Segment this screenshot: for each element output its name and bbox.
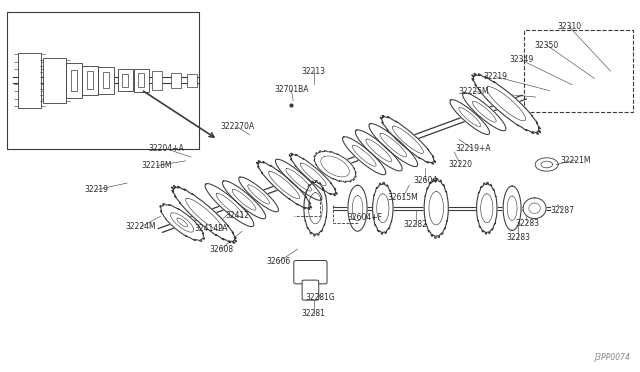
Text: 32281: 32281 <box>301 310 326 318</box>
Bar <box>138 73 145 87</box>
Polygon shape <box>463 93 506 131</box>
Text: 32221M: 32221M <box>560 155 591 164</box>
Text: 32412: 32412 <box>225 211 249 220</box>
Bar <box>7 12 198 149</box>
Polygon shape <box>342 137 386 175</box>
Text: 32606: 32606 <box>266 257 291 266</box>
Polygon shape <box>205 184 254 227</box>
Polygon shape <box>503 186 521 231</box>
Polygon shape <box>257 161 312 209</box>
Polygon shape <box>380 115 435 164</box>
Polygon shape <box>314 151 356 182</box>
Text: 32615M: 32615M <box>388 193 419 202</box>
Bar <box>18 52 41 108</box>
Text: 32349: 32349 <box>509 55 533 64</box>
Text: 32218M: 32218M <box>142 161 172 170</box>
Text: 32283: 32283 <box>516 219 540 228</box>
Text: 32225M: 32225M <box>458 87 488 96</box>
Polygon shape <box>289 153 337 196</box>
Text: 32287: 32287 <box>550 206 575 215</box>
Text: 32219: 32219 <box>84 185 109 194</box>
Bar <box>187 74 197 87</box>
Bar <box>134 68 149 92</box>
Polygon shape <box>424 178 449 238</box>
Text: 32219: 32219 <box>484 72 508 81</box>
Text: 32604: 32604 <box>413 176 438 185</box>
Polygon shape <box>472 73 541 134</box>
Polygon shape <box>369 124 418 167</box>
Bar <box>87 71 93 89</box>
Text: 32281G: 32281G <box>305 293 335 302</box>
Bar <box>152 71 163 90</box>
Text: 32219+A: 32219+A <box>456 144 491 153</box>
Bar <box>524 31 633 112</box>
Text: 32204+A: 32204+A <box>149 144 184 153</box>
Text: 32310: 32310 <box>557 22 581 31</box>
Text: 32283: 32283 <box>506 233 530 243</box>
Bar <box>99 67 114 94</box>
Bar <box>67 62 82 98</box>
Text: 322270A: 322270A <box>220 122 254 131</box>
Bar <box>172 73 181 88</box>
FancyBboxPatch shape <box>302 280 319 300</box>
Bar <box>71 70 77 91</box>
Bar <box>83 65 98 95</box>
Polygon shape <box>477 182 497 234</box>
Text: 32608: 32608 <box>209 244 233 253</box>
Polygon shape <box>348 185 367 231</box>
Polygon shape <box>304 180 327 236</box>
Bar <box>118 69 133 92</box>
Bar <box>122 74 129 87</box>
Polygon shape <box>239 177 278 212</box>
Text: 32604+F: 32604+F <box>348 213 382 222</box>
Bar <box>103 73 109 89</box>
Text: J3PP0074: J3PP0074 <box>594 353 630 362</box>
Text: 32282: 32282 <box>404 221 428 230</box>
Polygon shape <box>160 203 205 241</box>
Polygon shape <box>450 100 490 134</box>
Text: 32213: 32213 <box>301 67 326 76</box>
Polygon shape <box>355 130 402 171</box>
Polygon shape <box>372 182 393 234</box>
Polygon shape <box>172 186 237 243</box>
Polygon shape <box>523 198 546 219</box>
Text: 32350: 32350 <box>534 41 559 50</box>
Polygon shape <box>223 181 266 219</box>
Text: 32701BA: 32701BA <box>274 85 308 94</box>
Text: 32414PA: 32414PA <box>195 224 228 233</box>
Bar <box>44 58 67 103</box>
Text: 32224M: 32224M <box>126 222 157 231</box>
FancyBboxPatch shape <box>294 260 327 284</box>
Text: 32220: 32220 <box>449 160 472 169</box>
Polygon shape <box>275 159 322 200</box>
